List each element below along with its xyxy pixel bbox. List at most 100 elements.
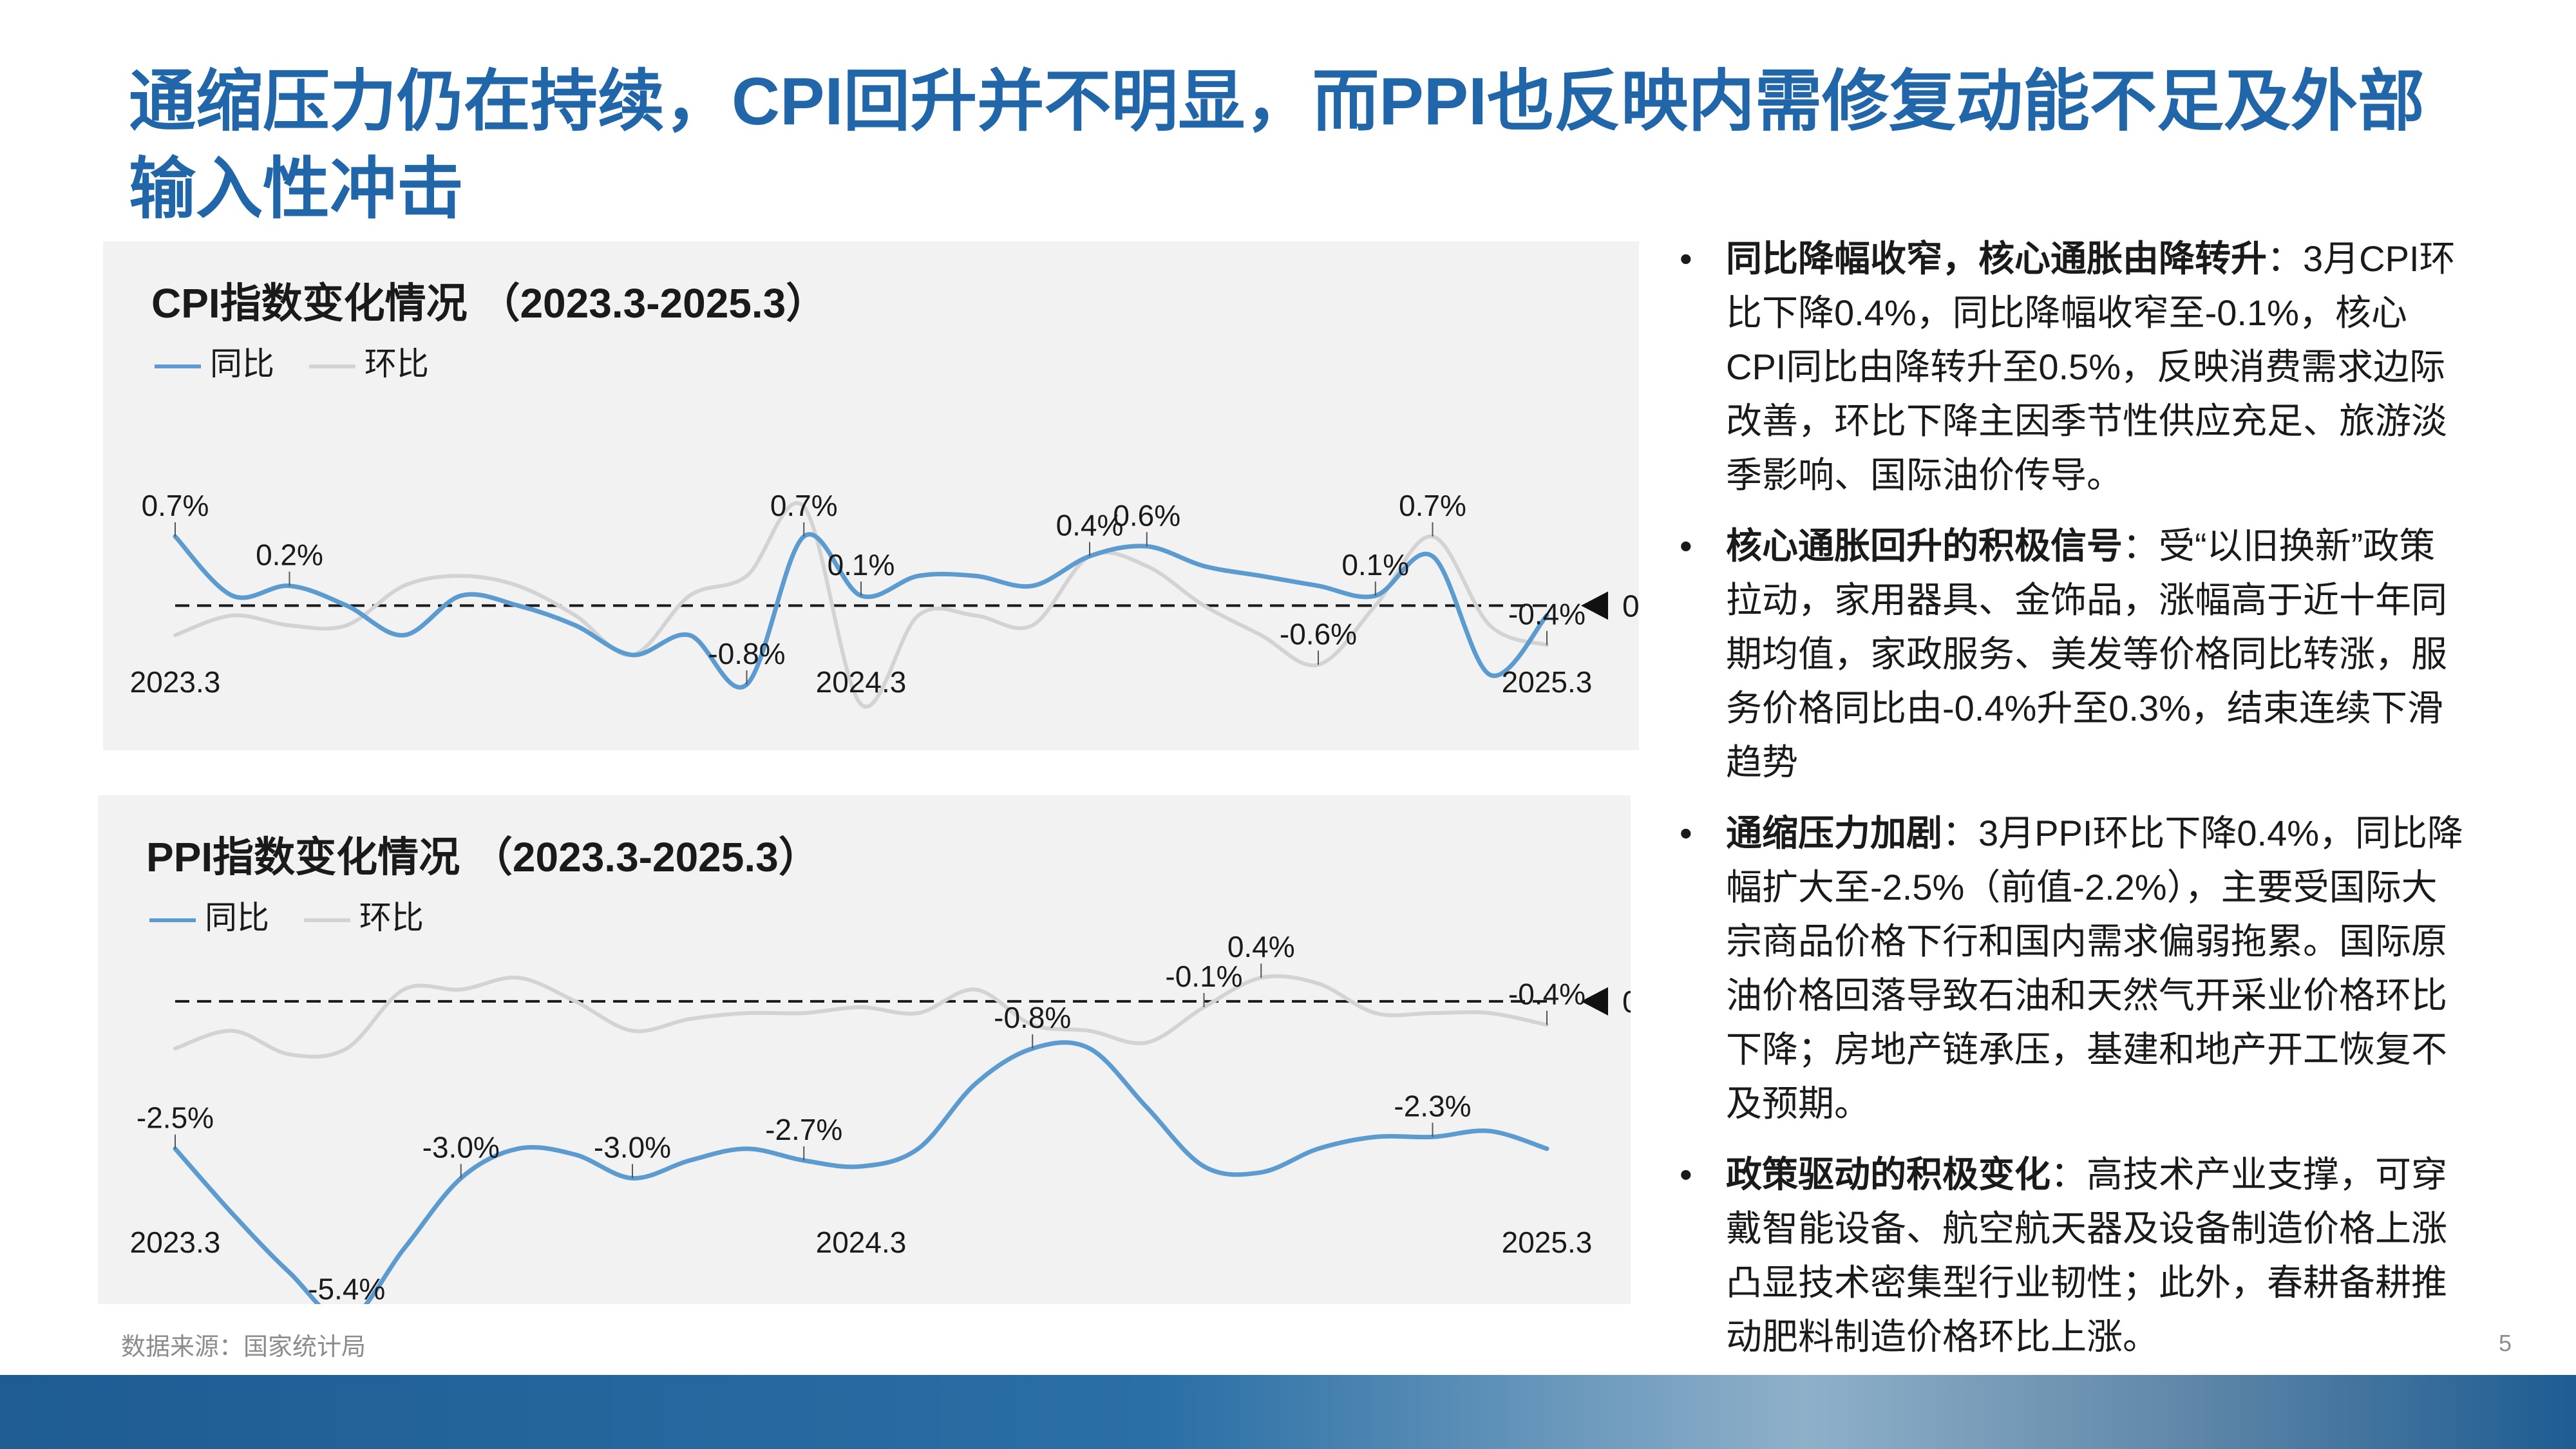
data-point-mom: [745, 574, 749, 578]
data-point-mom: [345, 1046, 348, 1050]
zero-marker-arrow: [1581, 591, 1608, 620]
data-label: 0.2%: [256, 538, 323, 572]
data-point-yoy: [231, 594, 234, 598]
cpi-legend: 同比 环比: [155, 338, 455, 384]
data-label: 0.6%: [1113, 498, 1180, 532]
data-point-yoy: [1316, 1147, 1320, 1151]
data-point-yoy: [974, 574, 978, 578]
data-label: 0.7%: [1399, 489, 1466, 522]
data-point-yoy: [1030, 584, 1034, 588]
data-point-yoy: [402, 1247, 406, 1251]
data-point-mom: [1259, 633, 1263, 637]
data-point-mom: [1374, 603, 1378, 607]
data-point-yoy: [1488, 1129, 1492, 1133]
bullet-body: 受“以旧换新”政策拉动，家用器具、金饰品，涨幅高于近十年同期均值，家政服务、美发…: [1726, 526, 2447, 782]
data-point-yoy: [916, 574, 920, 578]
data-point-yoy: [516, 1147, 520, 1151]
bullet-separator: ：: [2050, 1154, 2087, 1195]
data-point-yoy: [1145, 1106, 1149, 1110]
legend-swatch-yoy: [155, 364, 201, 368]
data-point-yoy: [974, 1082, 978, 1086]
legend-swatch-mom: [303, 918, 350, 922]
zero-axis-label: 0: [1622, 589, 1639, 623]
legend-item-yoy: 同比: [155, 338, 274, 384]
data-point-yoy: [402, 633, 406, 637]
legend-label-yoy: 同比: [205, 900, 269, 936]
data-point-mom: [516, 584, 520, 588]
data-point-mom: [573, 614, 577, 618]
data-point-mom: [1088, 1029, 1092, 1033]
legend-label-mom: 环比: [364, 346, 429, 382]
legend-label-mom: 环比: [359, 900, 424, 936]
data-point-mom: [288, 1052, 292, 1056]
data-point-yoy: [1202, 1164, 1206, 1168]
page-number: 5: [2499, 1330, 2512, 1356]
data-point-yoy: [1259, 1170, 1263, 1174]
data-point-mom: [402, 584, 406, 588]
data-label: -0.8%: [994, 1001, 1071, 1034]
bullet-separator: ：: [1942, 813, 1978, 853]
data-point-yoy: [516, 603, 520, 607]
data-point-yoy: [573, 1153, 577, 1157]
legend-item-mom: 环比: [308, 338, 429, 384]
data-label: -0.4%: [1508, 598, 1586, 631]
data-point-mom: [1431, 1011, 1435, 1015]
data-label: -3.0%: [594, 1131, 671, 1164]
data-point-mom: [688, 1017, 692, 1021]
data-point-mom: [1374, 1011, 1378, 1015]
bullet-separator: ：: [2123, 526, 2159, 566]
data-point-yoy: [688, 633, 692, 637]
page-title: 通缩压力仍在持续，CPI回升并不明显，而PPI也反映内需修复动能不足及外部输入性…: [129, 64, 2425, 227]
footer-band: [0, 1375, 2576, 1449]
data-point-mom: [573, 999, 577, 1003]
data-label: -2.5%: [137, 1101, 214, 1135]
x-tick-label: 2025.3: [1502, 1226, 1593, 1259]
data-point-mom: [1145, 1041, 1149, 1045]
data-point-yoy: [745, 1147, 749, 1151]
data-point-mom: [459, 988, 463, 992]
data-point-yoy: [345, 603, 348, 607]
data-label: -2.7%: [765, 1113, 842, 1146]
bullet-body: 高技术产业支撑，可穿戴智能设备、航空航天器及设备制造价格上涨凸显技术密集型行业韧…: [1726, 1154, 2447, 1357]
bullet-separator: ：: [2267, 238, 2303, 279]
data-point-mom: [1488, 1011, 1492, 1015]
bullet-heading: 核心通胀回升的积极信号: [1726, 526, 2123, 566]
bullet-item: 同比降幅收窄，核心通胀由降转升：3月CPI环比下降0.4%，同比降幅收窄至-0.…: [1674, 232, 2467, 502]
legend-item-mom: 环比: [303, 892, 424, 938]
cpi-chart-panel: CPI指数变化情况 （2023.3-2025.3） 同比 环比 0 0.7% 0.2…: [103, 242, 1639, 750]
zero-marker-arrow: [1581, 987, 1608, 1016]
bullet-body: 3月CPI环比下降0.4%，同比降幅收窄至-0.1%，核心CPI同比由降转升至0…: [1726, 238, 2456, 495]
legend-swatch-yoy: [149, 918, 196, 922]
data-point-yoy: [630, 653, 634, 657]
cpi-chart-title: CPI指数变化情况 （2023.3-2025.3）: [151, 280, 828, 327]
data-point-mom: [745, 1011, 749, 1015]
data-point-mom: [859, 1005, 863, 1009]
data-label: 0.7%: [142, 489, 209, 522]
data-label: -5.4%: [308, 1272, 385, 1304]
data-point-yoy: [573, 623, 577, 627]
data-point-yoy: [1088, 1046, 1092, 1050]
data-label: -2.3%: [1394, 1089, 1471, 1122]
legend-label-yoy: 同比: [210, 346, 274, 382]
legend-item-yoy: 同比: [149, 892, 269, 938]
data-label: -0.4%: [1508, 977, 1586, 1010]
data-point-mom: [859, 703, 863, 706]
data-point-mom: [974, 988, 978, 992]
data-label: -0.8%: [708, 637, 785, 670]
data-point-yoy: [859, 1164, 863, 1168]
data-point-mom: [1145, 564, 1149, 568]
data-point-yoy: [688, 1159, 692, 1162]
data-point-mom: [1316, 981, 1320, 985]
data-point-mom: [1488, 623, 1492, 627]
legend-swatch-mom: [308, 364, 355, 368]
bullet-item: 核心通胀回升的积极信号：受“以旧换新”政策拉动，家用器具、金饰品，涨幅高于近十年…: [1674, 519, 2467, 790]
bullet-item: 政策驱动的积极变化：高技术产业支撑，可穿戴智能设备、航空航天器及设备制造价格上涨…: [1674, 1148, 2467, 1364]
bullet-item: 通缩压力加剧：3月PPI环比下降0.4%，同比降幅扩大至-2.5%（前值-2.2…: [1674, 806, 2467, 1131]
data-point-yoy: [1374, 1135, 1378, 1139]
series-line-yoy: [173, 532, 1549, 690]
bullet-heading: 通缩压力加剧: [1726, 813, 1942, 853]
data-label: 0.7%: [770, 489, 838, 522]
data-point-mom: [173, 1046, 177, 1050]
data-point-yoy: [1316, 584, 1320, 588]
series-line-mom: [173, 974, 1549, 1059]
